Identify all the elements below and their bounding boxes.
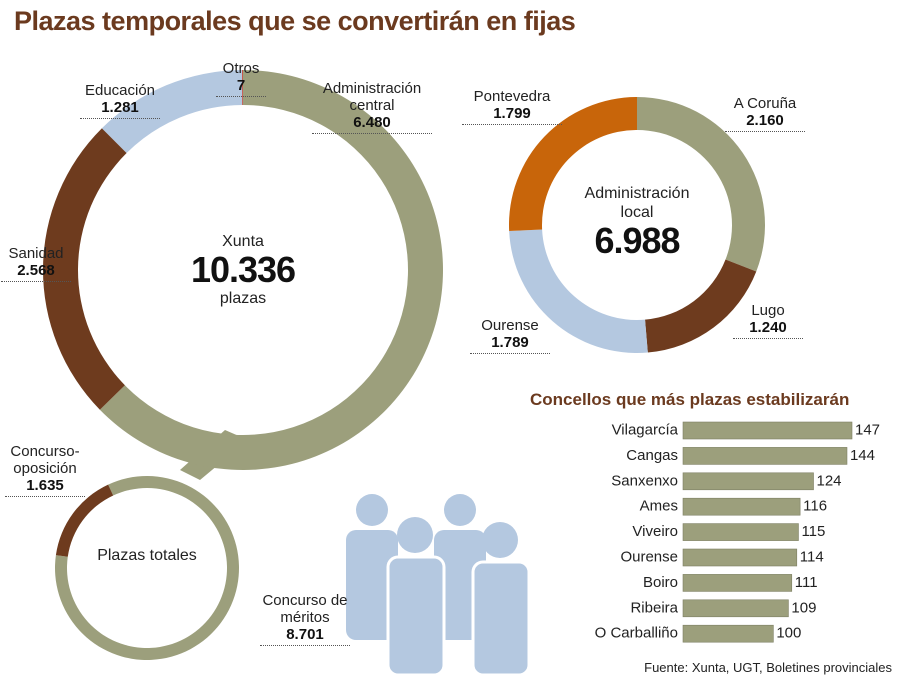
donut-segment (55, 484, 114, 557)
center-unit: plazas (219, 290, 267, 307)
bar (682, 523, 799, 541)
segment-name: A Coruña (733, 95, 797, 112)
segment-label: Ourense 1.789 (470, 317, 550, 354)
bar (682, 447, 848, 465)
bar-category: Ames (640, 498, 678, 515)
source: Fuente: Xunta, UGT, Boletines provincial… (644, 660, 892, 675)
center-text: Plazas totales (97, 546, 197, 565)
segment-value: 2.568 (17, 262, 55, 279)
center-title: Xunta (222, 233, 264, 250)
segment-value: 7 (236, 77, 246, 94)
bar-category: Ribeira (630, 599, 678, 616)
bar-category: Boiro (643, 574, 678, 591)
bar (682, 574, 793, 592)
donut-segment (509, 229, 648, 353)
donut-segment (637, 97, 765, 272)
segment-label: Administración central 6.480 (312, 80, 432, 134)
segment-label: Concurso de méritos 8.701 (260, 592, 350, 646)
segment-value: 1.799 (493, 105, 531, 122)
segment-value: 1.281 (101, 99, 139, 116)
bar-category: Vilagarcía (612, 421, 679, 438)
segment-name: Educación (84, 82, 156, 99)
donut-segment (509, 97, 637, 231)
bar (682, 624, 774, 643)
center-title: Administración local (584, 185, 690, 221)
bar-category: Cangas (626, 447, 678, 464)
bar-category: Viveiro (632, 523, 678, 540)
bar-category: Ourense (620, 548, 678, 565)
segment-name: Administración central (322, 80, 422, 114)
title: Plazas temporales que se convertirán en … (14, 6, 576, 36)
segment-name: Sanidad (8, 245, 64, 262)
segment-label: Educación 1.281 (80, 82, 160, 119)
bar-value: 124 (817, 472, 842, 489)
bar-title: Concellos que más plazas estabilizarán (530, 390, 850, 409)
donut-segment (101, 70, 243, 154)
bar-category: Sanxenxo (611, 472, 678, 489)
segment-name: Pontevedra (473, 88, 551, 105)
segment-name: Concurso-oposición (10, 443, 80, 477)
bar-value: 111 (795, 574, 818, 591)
center-total: 6.988 (594, 220, 680, 261)
bar-category: O Carballiño (595, 625, 678, 642)
segment-label: Lugo 1.240 (733, 302, 803, 339)
segment-label: Concurso-oposición 1.635 (5, 443, 85, 497)
center-total: 10.336 (190, 249, 296, 290)
bar-value: 144 (850, 447, 875, 464)
segment-name: Lugo (751, 302, 785, 319)
people-icon (346, 494, 531, 677)
bar (682, 472, 814, 491)
donut-segment (42, 128, 127, 410)
segment-name: Otros (222, 60, 260, 77)
segment-value: 8.701 (286, 626, 324, 643)
center-text: Xunta 10.336 plazas (163, 232, 323, 308)
center-text: Administración local 6.988 (567, 184, 707, 260)
segment-value: 1.789 (491, 334, 529, 351)
bar-value: 109 (791, 599, 816, 616)
bar (682, 599, 789, 618)
donut-segment (645, 259, 757, 353)
bar-value: 147 (855, 421, 880, 438)
center-title: Plazas totales (97, 547, 197, 564)
bar (682, 497, 801, 516)
segment-name: Ourense (481, 317, 539, 334)
segment-value: 1.240 (749, 319, 787, 336)
bar (682, 548, 798, 567)
segment-label: A Coruña 2.160 (725, 95, 805, 132)
segment-value: 2.160 (746, 112, 784, 129)
bar-value: 100 (776, 625, 801, 642)
segment-value: 1.635 (26, 477, 64, 494)
bar-value: 114 (800, 548, 824, 565)
bar-value: 116 (803, 498, 827, 515)
segment-label: Otros 7 (216, 60, 266, 97)
donut-segment (99, 70, 444, 471)
segment-value: 6.480 (353, 114, 391, 131)
segment-label: Sanidad 2.568 (1, 245, 71, 282)
bar (682, 421, 853, 440)
segment-label: Pontevedra 1.799 (462, 88, 562, 125)
bar-value: 115 (801, 523, 825, 540)
segment-name: Concurso de méritos (262, 592, 348, 626)
